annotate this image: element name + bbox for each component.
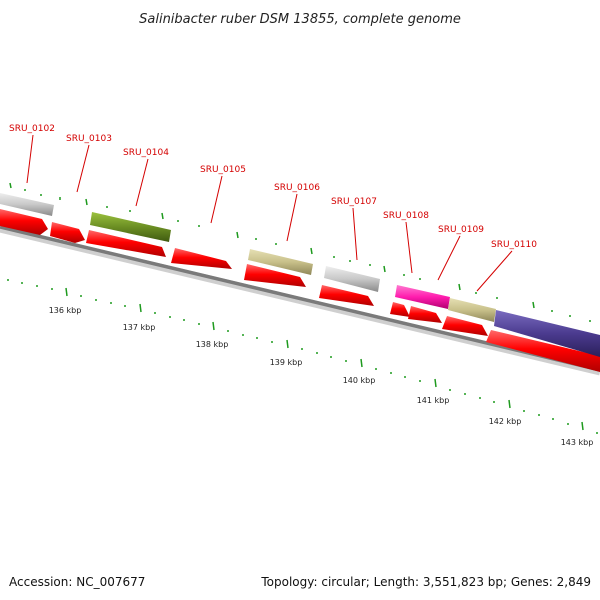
scale-label: 138 kbp (196, 340, 229, 349)
gene-feature[interactable] (248, 249, 313, 275)
topology-summary-text: Topology: circular; Length: 3,551,823 bp… (260, 575, 591, 589)
backbone-shadow (0, 225, 600, 376)
gene-feature[interactable] (324, 266, 380, 292)
gene-labels: SRU_0102 SRU_0103 SRU_0104 SRU_0105 SRU_… (9, 124, 537, 250)
cds-arrow[interactable] (486, 330, 600, 372)
gene-feature[interactable] (494, 310, 600, 357)
gene-feature[interactable] (0, 193, 54, 216)
cds-reverse-track (0, 209, 600, 372)
scale-labels: 136 kbp 137 kbp 138 kbp 139 kbp 140 kbp … (49, 306, 594, 447)
cds-arrow[interactable] (390, 302, 410, 317)
accession-text: Accession: NC_007677 (9, 575, 145, 589)
gene-label[interactable]: SRU_0104 (123, 148, 169, 158)
gene-leaders (26, 134, 513, 292)
scale-label: 140 kbp (343, 376, 376, 385)
gene-label[interactable]: SRU_0110 (491, 240, 537, 250)
gene-label[interactable]: SRU_0105 (200, 165, 246, 175)
cds-arrow[interactable] (171, 248, 232, 269)
backbone (0, 225, 600, 372)
cds-arrow[interactable] (50, 222, 85, 243)
gene-feature[interactable] (90, 212, 171, 242)
gene-label[interactable]: SRU_0108 (383, 211, 429, 221)
scale-label: 139 kbp (270, 358, 303, 367)
cds-arrow[interactable] (244, 264, 306, 287)
map-title: Salinibacter ruber DSM 13855, complete g… (139, 12, 461, 27)
gene-feature[interactable] (448, 298, 496, 322)
scale-label: 142 kbp (489, 417, 522, 426)
cds-arrow[interactable] (319, 285, 374, 306)
gene-label[interactable]: SRU_0106 (274, 183, 320, 193)
cds-arrow[interactable] (86, 230, 166, 257)
gene-label[interactable]: SRU_0109 (438, 225, 484, 235)
gene-feature[interactable] (395, 285, 450, 309)
cds-arrow[interactable] (442, 316, 488, 336)
cds-arrow[interactable] (0, 209, 48, 235)
scale-label: 137 kbp (123, 323, 156, 332)
scale-label: 141 kbp (417, 396, 450, 405)
cds-forward-track (0, 193, 600, 357)
cds-arrow[interactable] (408, 306, 442, 323)
outer-tick-track (9, 182, 591, 322)
scale-label: 136 kbp (49, 306, 82, 315)
gene-label[interactable]: SRU_0103 (66, 134, 112, 144)
scale-label: 143 kbp (561, 438, 594, 447)
scale-track (7, 279, 598, 434)
gene-label[interactable]: SRU_0107 (331, 197, 377, 207)
gene-label[interactable]: SRU_0102 (9, 124, 55, 134)
